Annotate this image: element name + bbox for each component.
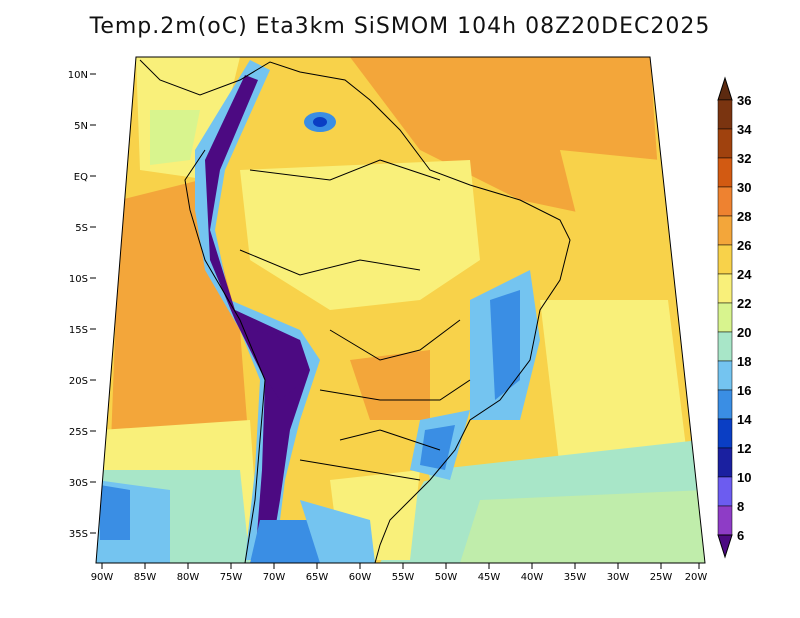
colorbar-label: 20 [737,325,751,340]
lat-axis: 10N 5N EQ 5S 10S 15S 20S 25S 30S 35S [68,70,96,540]
lat-label: EQ [74,172,88,183]
lat-label: 10S [69,274,88,285]
colorbar-label: 28 [737,209,751,224]
coastlines [139,59,571,564]
colorbar-label: 8 [737,499,744,514]
colorbar-label: 26 [737,238,751,253]
lat-label: 5N [74,121,88,132]
colorbar-segment [717,360,733,391]
lon-label: 20W [685,572,708,583]
colorbar-label: 12 [737,441,751,456]
lat-label: 10N [68,70,88,81]
lon-label: 60W [349,572,372,583]
temperature-field [96,57,705,563]
colorbar-label: 22 [737,296,751,311]
lon-label: 65W [306,572,329,583]
colorbar-segment [717,476,733,507]
lon-label: 90W [91,572,114,583]
colorbar-segment [717,505,733,536]
lat-label: 20S [69,376,88,387]
colorbar-label: 16 [737,383,751,398]
lon-label: 35W [564,572,587,583]
colorbar-segment [717,418,733,449]
colorbar-segment [717,302,733,333]
colorbar-label: 10 [737,470,751,485]
lon-label: 50W [435,572,458,583]
colorbar-segment [717,273,733,304]
colorbar-label: 14 [737,412,752,427]
triangle-up-icon [717,76,733,101]
map-frame [95,56,706,564]
lon-label: 75W [220,572,243,583]
colorbar-label: 6 [737,528,744,543]
colorbar: 36 34 32 30 28 26 24 22 20 18 16 14 12 10 8 6 [717,76,752,559]
lon-label: 70W [263,572,286,583]
lon-label: 55W [392,572,415,583]
lon-label: 85W [134,572,157,583]
lon-axis: 90W 85W 80W 75W 70W 65W 60W 55W 50W 45W … [91,563,708,583]
colorbar-segment [717,447,733,478]
lat-label: 15S [69,325,88,336]
colorbar-segment [717,157,733,188]
colorbar-label: 32 [737,151,751,166]
triangle-down-icon [717,534,733,559]
colorbar-label: 18 [737,354,751,369]
colorbar-segment [717,215,733,246]
colorbar-segment [717,186,733,217]
lon-label: 80W [177,572,200,583]
map-title: Temp.2m(oC) Eta3km SiSMOM 104h 08Z20DEC2… [89,14,711,39]
colorbar-label: 30 [737,180,751,195]
lon-label: 25W [650,572,673,583]
lon-label: 45W [478,572,501,583]
colorbar-segment [717,128,733,159]
lat-label: 5S [75,223,88,234]
colorbar-label: 36 [737,93,751,108]
colorbar-segment [717,389,733,420]
colorbar-segment [717,244,733,275]
lat-label: 30S [69,478,88,489]
colorbar-segment [717,99,733,130]
lon-label: 40W [521,572,544,583]
colorbar-label: 34 [737,122,752,137]
lat-label: 25S [69,427,88,438]
colorbar-segment [717,331,733,362]
lon-label: 30W [607,572,630,583]
lat-label: 35S [69,529,88,540]
colorbar-label: 24 [737,267,752,282]
